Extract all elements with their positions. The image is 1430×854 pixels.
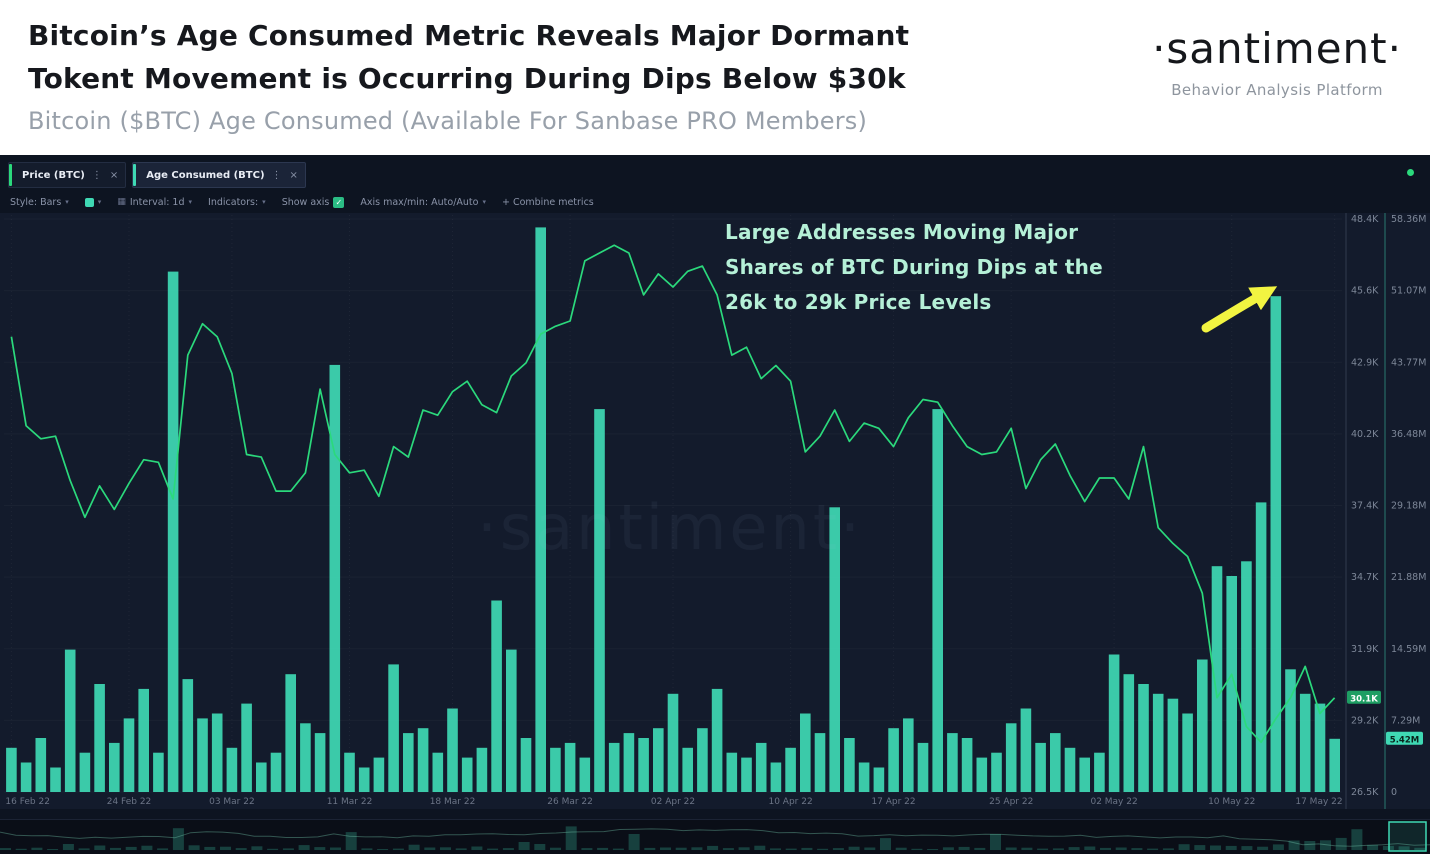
svg-text:24 Feb 22: 24 Feb 22 <box>107 797 152 807</box>
live-indicator-dot <box>1407 169 1414 176</box>
svg-text:30.1K: 30.1K <box>1350 694 1378 704</box>
svg-text:31.9K: 31.9K <box>1351 644 1379 655</box>
tab-menu-icon[interactable]: ⋮ <box>91 169 102 181</box>
interval-dropdown-label: Interval: 1d <box>129 196 185 208</box>
santiment-logo: ·santiment· <box>1152 24 1402 73</box>
svg-text:14.59M: 14.59M <box>1391 644 1426 655</box>
timeline-navigator[interactable] <box>0 819 1430 854</box>
tab-label: Age Consumed (BTC) <box>146 169 265 181</box>
svg-text:37.4K: 37.4K <box>1351 501 1379 512</box>
svg-text:11 Mar 22: 11 Mar 22 <box>327 797 373 807</box>
interval-icon: ▦ <box>117 197 126 207</box>
svg-text:42.9K: 42.9K <box>1351 357 1379 368</box>
svg-text:03 Mar 22: 03 Mar 22 <box>209 797 255 807</box>
indicators-dropdown-label: Indicators: <box>208 196 259 208</box>
navigator-selection-handle <box>1388 821 1427 852</box>
svg-text:02 May 22: 02 May 22 <box>1090 797 1137 807</box>
svg-text:25 Apr 22: 25 Apr 22 <box>989 797 1033 807</box>
svg-text:18 Mar 22: 18 Mar 22 <box>430 797 476 807</box>
interval-dropdown[interactable]: ▦ Interval: 1d ▾ <box>117 197 192 208</box>
svg-text:26 Mar 22: 26 Mar 22 <box>547 797 593 807</box>
tab-close-icon[interactable]: × <box>109 169 119 181</box>
combine-metrics-button[interactable]: + Combine metrics <box>502 197 594 208</box>
svg-text:34.7K: 34.7K <box>1351 572 1379 583</box>
headline-block: Bitcoin’s Age Consumed Metric Reveals Ma… <box>28 14 909 155</box>
price-line <box>10 244 1336 744</box>
svg-text:5.42M: 5.42M <box>1390 735 1419 745</box>
brand-tagline: Behavior Analysis Platform <box>1171 81 1383 99</box>
tab-close-icon[interactable]: × <box>289 169 298 181</box>
tab-label: Price (BTC) <box>22 169 85 181</box>
title-line-2: Tokent Movement is Occurring During Dips… <box>28 62 906 96</box>
navigator-canvas[interactable] <box>0 820 1430 853</box>
indicators-dropdown[interactable]: Indicators: ▾ <box>208 197 266 208</box>
svg-text:10 May 22: 10 May 22 <box>1208 797 1255 807</box>
svg-text:40.2K: 40.2K <box>1351 429 1379 440</box>
dropdown-caret-icon: ▾ <box>97 198 102 206</box>
svg-text:29.18M: 29.18M <box>1391 501 1426 512</box>
svg-text:43.77M: 43.77M <box>1391 357 1426 368</box>
svg-text:7.29M: 7.29M <box>1391 715 1420 726</box>
tab-price-btc[interactable]: Price (BTC) ⋮ × <box>8 162 127 188</box>
style-dropdown-label: Style: Bars <box>10 196 62 208</box>
dropdown-caret-icon: ▾ <box>482 198 486 206</box>
combine-metrics-label: + Combine metrics <box>501 196 594 208</box>
svg-text:0: 0 <box>1391 787 1397 798</box>
age-current-badge <box>1386 731 1423 745</box>
show-axis-toggle[interactable]: Show axis ✓ <box>281 196 345 208</box>
tab-bar: Price (BTC) ⋮ × Age Consumed (BTC) ⋮ × <box>0 155 1430 191</box>
axis-maxmin-label: Axis max/min: Auto/Auto <box>360 196 479 208</box>
tab-menu-icon[interactable]: ⋮ <box>271 169 282 181</box>
price-current-badge <box>1347 690 1381 704</box>
checkmark-icon: ✓ <box>335 197 343 207</box>
price-series-color-indicator <box>9 164 12 186</box>
dropdown-caret-icon: ▾ <box>188 198 193 206</box>
header: Bitcoin’s Age Consumed Metric Reveals Ma… <box>0 0 1430 155</box>
tab-age-consumed-btc[interactable]: Age Consumed (BTC) ⋮ × <box>132 162 306 188</box>
svg-text:29.2K: 29.2K <box>1351 715 1379 726</box>
svg-text:58.36M: 58.36M <box>1391 214 1426 225</box>
svg-text:17 Apr 22: 17 Apr 22 <box>871 797 915 807</box>
svg-text:45.6K: 45.6K <box>1351 286 1379 297</box>
svg-text:36.48M: 36.48M <box>1391 429 1426 440</box>
age-series-color-indicator <box>133 164 137 186</box>
page-subtitle: Bitcoin ($BTC) Age Consumed (Available F… <box>28 106 868 135</box>
svg-text:17 May 22: 17 May 22 <box>1295 797 1342 807</box>
show-axis-checkbox[interactable]: ✓ <box>333 196 345 208</box>
dropdown-caret-icon: ▾ <box>65 198 69 206</box>
dropdown-caret-icon: ▾ <box>262 198 266 206</box>
svg-text:02 Apr 22: 02 Apr 22 <box>651 797 695 807</box>
chart-app: Price (BTC) ⋮ × Age Consumed (BTC) ⋮ × S… <box>0 155 1430 854</box>
page-title: Bitcoin’s Age Consumed Metric Reveals Ma… <box>28 14 909 101</box>
chart-canvas[interactable]: 48.4K 45.6K 42.9K 40.2K 37.4K 34.7K 31.9K 29.2K… <box>0 213 1430 809</box>
chart-region: 48.4K 45.6K 42.9K 40.2K 37.4K 34.7K 31.9K 29.2K… <box>0 213 1430 809</box>
svg-text:26.5K: 26.5K <box>1351 787 1379 798</box>
chart-toolbar: Style: Bars ▾ ▾ ▦ Interval: 1d ▾ Indicat… <box>0 191 1430 213</box>
title-line-1: Bitcoin’s Age Consumed Metric Reveals Ma… <box>28 19 910 52</box>
brand-block: ·santiment· Behavior Analysis Platform <box>1152 14 1408 155</box>
svg-text:21.88M: 21.88M <box>1391 572 1426 583</box>
axis-maxmin-dropdown[interactable]: Axis max/min: Auto/Auto ▾ <box>360 197 486 208</box>
svg-text:10 Apr 22: 10 Apr 22 <box>768 797 812 807</box>
style-dropdown[interactable]: Style: Bars ▾ <box>10 197 69 208</box>
svg-text:51.07M: 51.07M <box>1391 286 1426 297</box>
series-color-swatch <box>84 197 94 207</box>
age-consumed-bars <box>6 227 1340 793</box>
svg-text:16 Feb 22: 16 Feb 22 <box>5 797 50 807</box>
show-axis-label: Show axis <box>281 196 330 208</box>
series-color-dropdown[interactable]: ▾ <box>84 197 102 207</box>
svg-text:48.4K: 48.4K <box>1351 214 1379 225</box>
